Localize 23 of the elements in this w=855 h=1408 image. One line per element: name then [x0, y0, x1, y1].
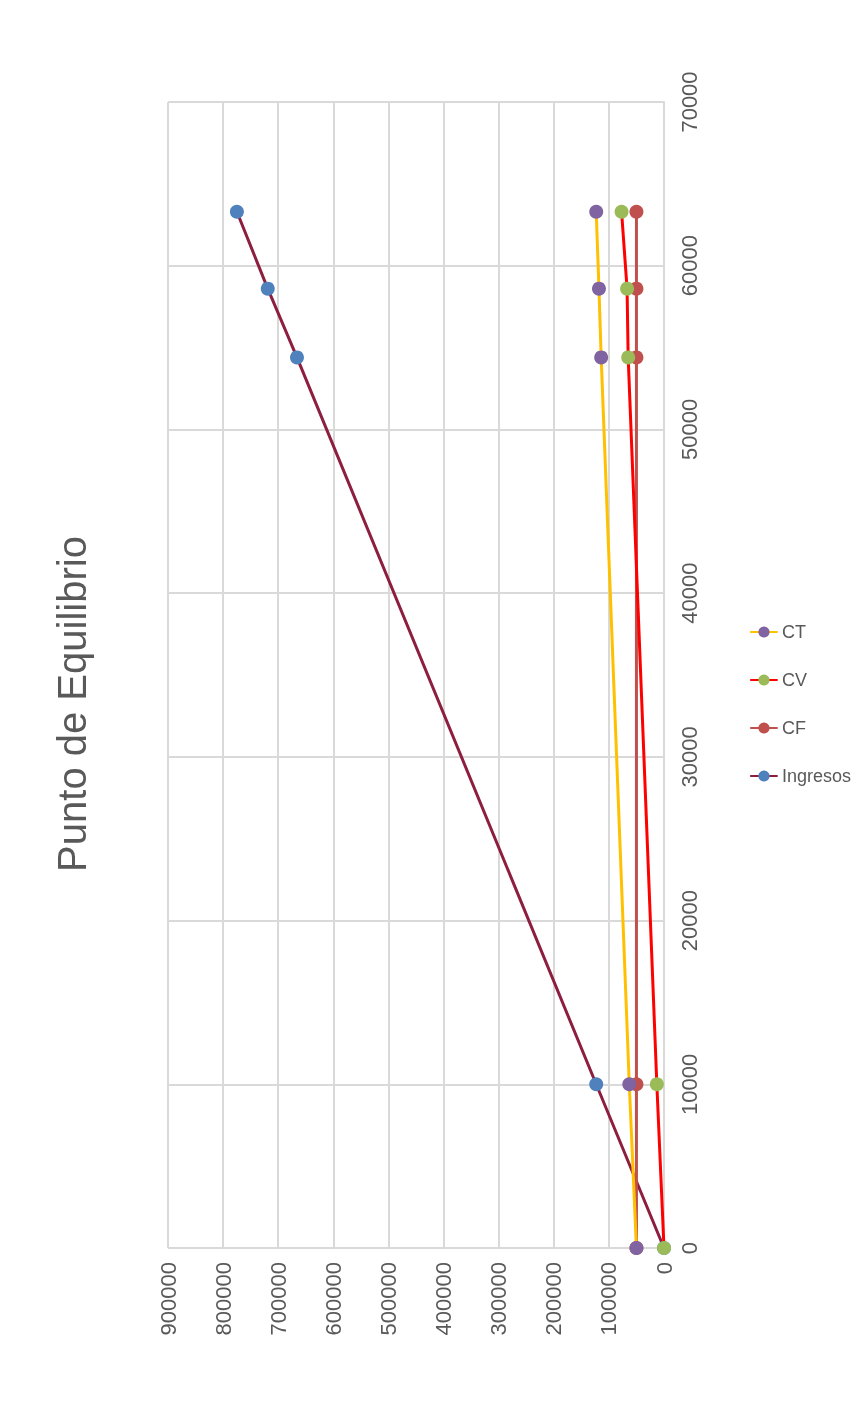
legend-label: CT: [781, 622, 806, 642]
y-tick-label: 50000: [676, 398, 702, 461]
text: Punto de Equilibrio: [50, 536, 94, 872]
y-tick-label: 70000: [676, 71, 702, 133]
y-tick-label: 20000: [676, 889, 702, 952]
y-tick-label: 40000: [676, 562, 702, 624]
legend-label: CF: [781, 718, 806, 738]
x-tick-label: 400000: [431, 1262, 457, 1336]
x-tick-label: 0: [651, 1262, 677, 1275]
y-tick-label: 30000: [676, 726, 702, 788]
x-tick-label: 100000: [596, 1262, 622, 1336]
x-tick-label: 500000: [375, 1262, 401, 1336]
legend-label: Ingresos: [781, 766, 852, 786]
x-tick-label: 300000: [486, 1262, 512, 1336]
legend-label: CV: [781, 670, 807, 690]
x-tick-label: 900000: [155, 1262, 181, 1336]
x-tick-label: 200000: [541, 1262, 567, 1336]
x-tick-label: 700000: [265, 1262, 291, 1336]
x-tick-label: 800000: [210, 1262, 236, 1336]
y-tick-label: 0: [676, 1241, 702, 1255]
y-tick-label: 60000: [676, 235, 702, 297]
y-tick-label: 10000: [676, 1053, 702, 1115]
x-tick-label: 600000: [320, 1262, 346, 1336]
